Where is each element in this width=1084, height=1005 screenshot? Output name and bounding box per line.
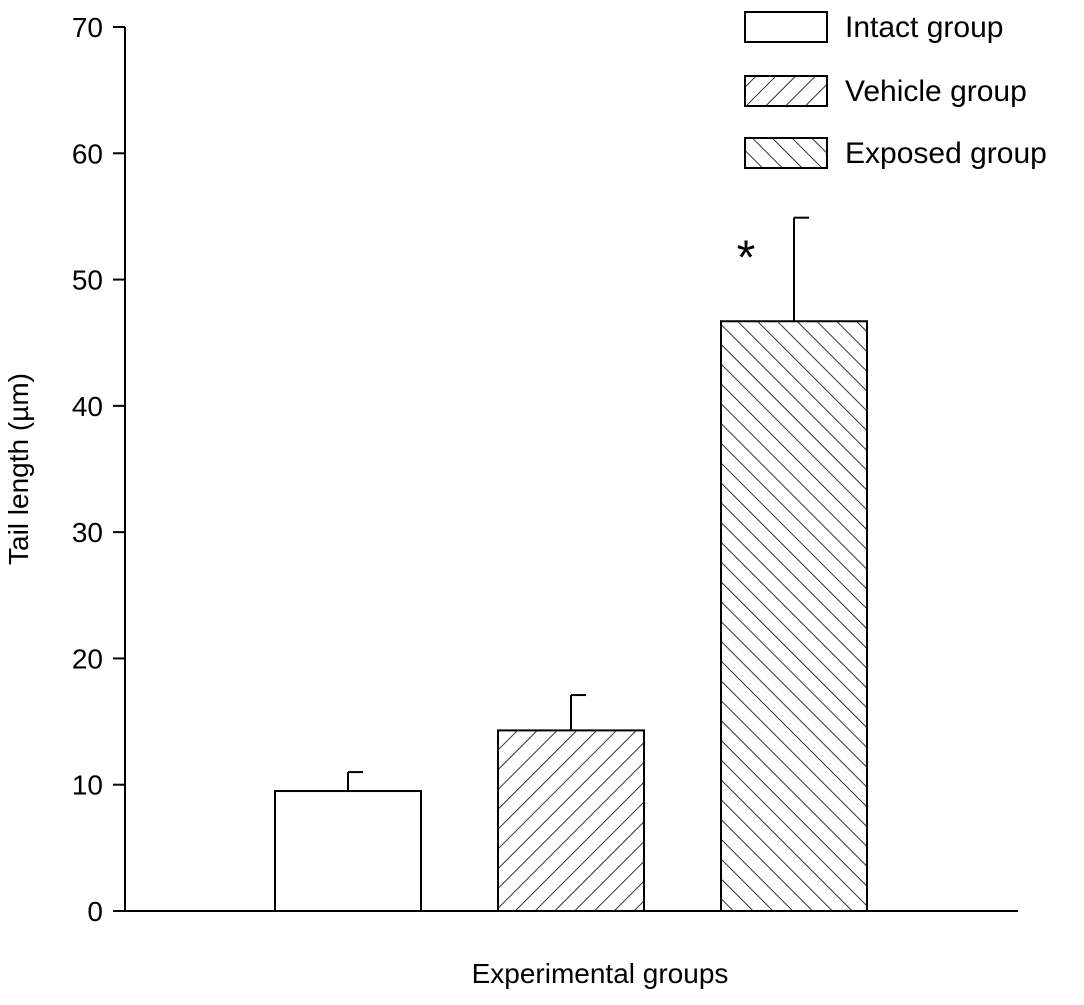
y-tick-label: 60 xyxy=(72,138,103,169)
y-tick-label: 10 xyxy=(72,770,103,801)
legend: Intact group Vehicle group Exposed group xyxy=(744,11,1047,170)
bars-layer: * xyxy=(274,216,868,913)
legend-swatch xyxy=(744,75,828,107)
y-axis: 0 10 20 30 40 50 60 70 xyxy=(72,12,126,927)
y-tick-label: 30 xyxy=(72,517,103,548)
legend-label: Intact group xyxy=(845,11,1003,44)
legend-label: Exposed group xyxy=(845,137,1047,170)
x-axis-title: Experimental groups xyxy=(472,958,729,989)
y-tick-label: 20 xyxy=(72,643,103,674)
y-tick-label: 40 xyxy=(72,391,103,422)
y-tick-label: 50 xyxy=(72,265,103,296)
bar xyxy=(497,729,645,913)
bar xyxy=(274,790,422,912)
legend-swatch xyxy=(744,137,828,169)
legend-label: Vehicle group xyxy=(845,75,1027,108)
bar xyxy=(720,320,868,912)
legend-swatch xyxy=(744,11,828,43)
y-axis-title: Tail length (µm) xyxy=(3,373,34,565)
y-tick-label: 0 xyxy=(87,896,103,927)
y-tick-label: 70 xyxy=(72,12,103,43)
significance-marker: * xyxy=(737,232,756,285)
